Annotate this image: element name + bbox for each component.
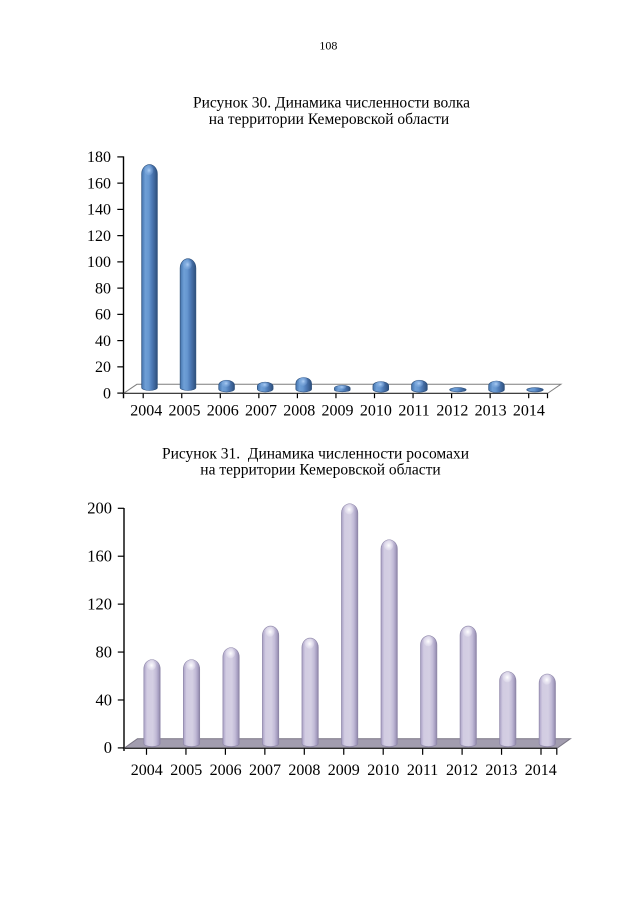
svg-text:2008: 2008	[283, 403, 315, 420]
svg-text:2004: 2004	[131, 762, 163, 779]
svg-text:40: 40	[95, 333, 111, 350]
svg-text:120: 120	[87, 228, 111, 245]
svg-text:20: 20	[95, 359, 111, 376]
svg-text:40: 40	[96, 690, 113, 709]
svg-text:0: 0	[103, 385, 111, 402]
svg-text:на территории Кемеровской обла: на территории Кемеровской области	[200, 462, 440, 479]
svg-text:2013: 2013	[485, 762, 517, 779]
svg-text:140: 140	[87, 202, 111, 219]
svg-text:160: 160	[87, 175, 111, 192]
svg-text:на территории Кемеровской обла: на территории Кемеровской области	[209, 111, 449, 128]
svg-text:2014: 2014	[525, 762, 557, 779]
svg-text:2008: 2008	[288, 762, 320, 779]
svg-text:2013: 2013	[475, 403, 507, 420]
svg-text:2010: 2010	[367, 762, 399, 779]
svg-text:80: 80	[95, 280, 111, 297]
svg-text:2011: 2011	[407, 762, 438, 779]
svg-text:2009: 2009	[328, 762, 360, 779]
svg-text:120: 120	[87, 594, 112, 613]
svg-text:2014: 2014	[513, 403, 545, 420]
svg-text:80: 80	[96, 642, 113, 661]
svg-text:200: 200	[87, 499, 112, 518]
svg-text:2007: 2007	[245, 403, 277, 420]
svg-text:Рисунок 30. Динамика численнос: Рисунок 30. Динамика численности волка	[193, 94, 470, 111]
svg-text:108: 108	[319, 38, 337, 52]
svg-text:2009: 2009	[322, 403, 354, 420]
svg-text:180: 180	[87, 149, 111, 166]
svg-text:2007: 2007	[249, 762, 281, 779]
svg-text:2006: 2006	[210, 762, 242, 779]
svg-text:60: 60	[95, 307, 111, 324]
svg-text:2012: 2012	[446, 762, 478, 779]
svg-text:2006: 2006	[207, 403, 239, 420]
svg-text:2010: 2010	[360, 403, 392, 420]
svg-text:2004: 2004	[130, 403, 162, 420]
svg-text:0: 0	[104, 738, 112, 757]
svg-text:100: 100	[87, 254, 111, 271]
svg-text:160: 160	[87, 547, 112, 566]
svg-text:2012: 2012	[436, 403, 468, 420]
svg-text:2011: 2011	[398, 403, 429, 420]
svg-text:2005: 2005	[170, 762, 202, 779]
svg-text:Рисунок 31. Динамика численно: Рисунок 31. Динамика численности росомах…	[162, 445, 469, 462]
svg-text:2005: 2005	[168, 403, 200, 420]
